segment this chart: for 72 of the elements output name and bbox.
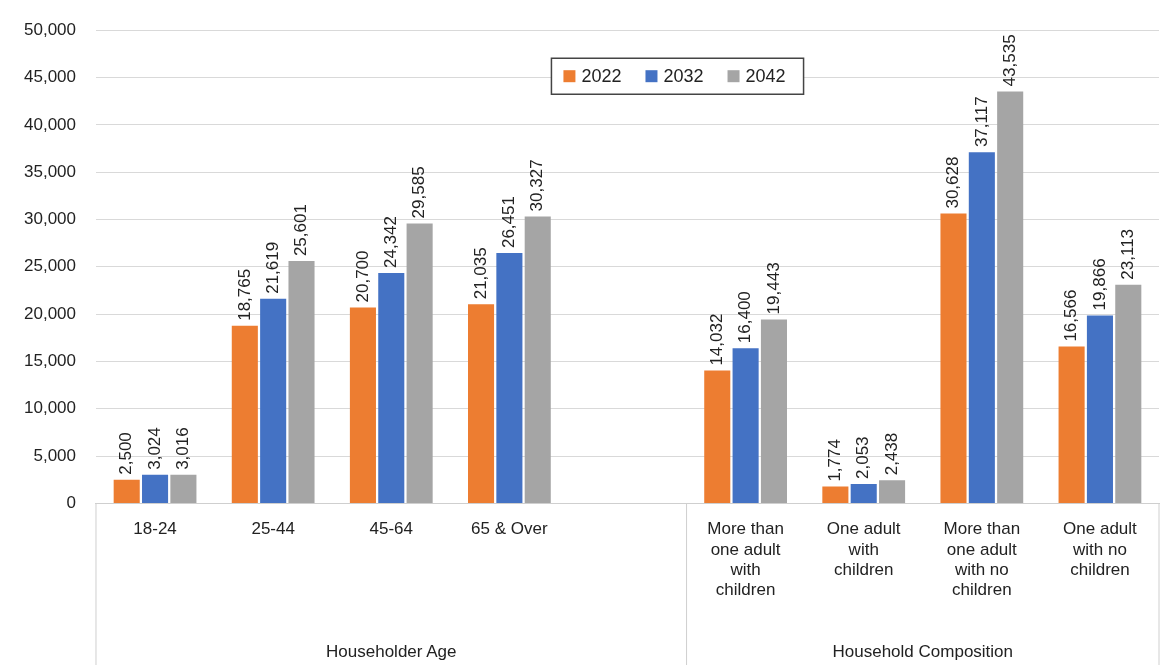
bar	[231, 325, 258, 503]
y-tick-label: 0	[66, 493, 76, 513]
data-label: 18,765	[234, 268, 254, 321]
x-tick-label: 18-24	[133, 519, 177, 539]
data-label: 29,585	[409, 166, 429, 219]
bar	[288, 261, 315, 503]
y-tick-label: 35,000	[24, 161, 76, 181]
bar	[496, 253, 523, 503]
y-tick-label: 40,000	[24, 114, 76, 134]
data-label: 19,866	[1089, 258, 1109, 311]
data-label: 2,438	[881, 432, 901, 476]
legend-label: 2042	[745, 66, 786, 87]
y-tick-label: 5,000	[33, 445, 76, 465]
data-label: 2,500	[116, 432, 136, 475]
data-label: 24,342	[380, 216, 400, 269]
y-tick-label: 25,000	[24, 256, 76, 276]
bar	[1115, 284, 1142, 503]
bar	[170, 474, 197, 503]
y-tick-label: 10,000	[24, 398, 76, 418]
x-tick-label: More than one adult with children	[707, 519, 784, 600]
y-tick-label: 50,000	[24, 19, 76, 39]
data-label: 14,032	[706, 313, 726, 366]
data-label: 23,113	[1117, 228, 1137, 280]
bar	[378, 273, 405, 503]
bar	[1058, 346, 1085, 503]
legend-label: 2022	[581, 66, 622, 87]
bar	[349, 307, 376, 503]
bar	[760, 319, 787, 503]
bar	[468, 304, 495, 503]
data-label: 25,601	[291, 204, 311, 257]
bar	[968, 152, 995, 503]
data-label: 26,451	[499, 196, 519, 249]
y-tick-label: 30,000	[24, 209, 76, 229]
bar	[1086, 315, 1113, 503]
y-tick-label: 45,000	[24, 67, 76, 87]
y-tick-label: 20,000	[24, 303, 76, 323]
bar	[406, 223, 433, 503]
bar	[940, 213, 967, 503]
data-label: 43,535	[999, 34, 1019, 87]
y-tick-label: 15,000	[24, 351, 76, 371]
data-label: 16,400	[735, 291, 755, 344]
legend-label: 2032	[663, 66, 704, 87]
data-label: 1,774	[825, 439, 845, 482]
x-tick-label: 45-64	[369, 519, 414, 539]
bar	[142, 474, 169, 503]
x-tick-label: 25-44	[251, 519, 295, 539]
data-label: 21,035	[470, 247, 490, 300]
bar	[524, 216, 551, 503]
bar	[113, 479, 140, 503]
bar	[850, 483, 877, 503]
x-tick-label: 65 & Over	[471, 519, 548, 539]
x-tick-label: One adult with no children	[1063, 519, 1138, 580]
data-label: 21,619	[262, 241, 282, 294]
data-label: 3,016	[173, 427, 193, 470]
data-label: 16,566	[1061, 289, 1081, 342]
data-label: 37,117	[971, 96, 991, 148]
data-label: 30,327	[527, 159, 547, 212]
data-label: 3,024	[144, 427, 164, 470]
bar	[997, 91, 1024, 503]
data-label: 2,053	[853, 436, 873, 479]
data-label: 20,700	[352, 250, 372, 303]
text: Householder Age	[326, 642, 457, 661]
x-tick-label: One adult with children	[826, 519, 901, 580]
bar	[732, 348, 759, 503]
bar	[704, 370, 731, 503]
bar	[822, 486, 849, 503]
data-label: 30,628	[943, 156, 963, 209]
data-label: 19,443	[763, 262, 783, 315]
bar	[879, 480, 906, 503]
text: Household Composition	[832, 642, 1014, 661]
bar	[260, 298, 287, 503]
x-tick-label: More than one adult with no children	[943, 519, 1021, 600]
